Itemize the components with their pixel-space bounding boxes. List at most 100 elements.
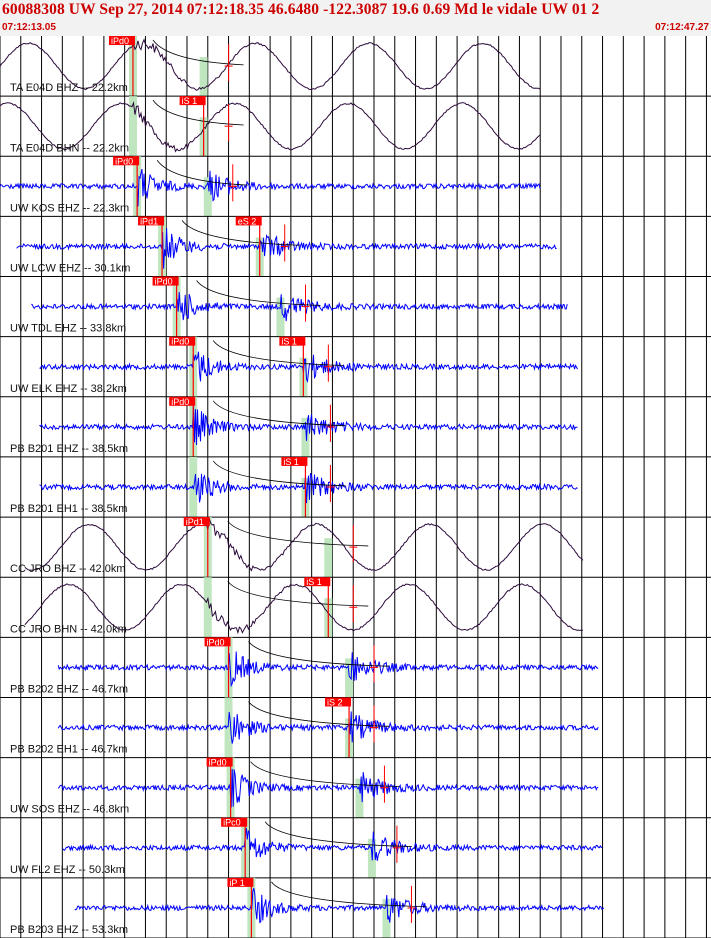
trace-panel: iS 1 CC JRO BHN -- 42.0km <box>0 577 711 638</box>
trace-label: UW FL2 EHZ -- 50.3km <box>10 864 125 876</box>
trace-label: UW ELK EHZ -- 38.2km <box>10 383 127 395</box>
trace-panel: iPd0 iS 1 UW ELK EHZ -- 38.2km <box>0 336 711 398</box>
s-pick-flag <box>325 697 352 707</box>
s-pick-window <box>203 177 212 217</box>
waveform-trace <box>24 583 583 635</box>
p-pick-label: iPd1 <box>140 216 158 226</box>
s-pick-window <box>355 778 364 818</box>
trace-label: TA E04D BHZ -- 22.2km <box>10 82 128 94</box>
trace-panel: iS 2 PB B202 EH1 -- 46.7km <box>0 697 711 759</box>
waveform-trace <box>0 101 541 153</box>
p-pick-flag <box>204 637 231 647</box>
s-pick-flag <box>281 456 308 466</box>
p-pick-flag <box>138 216 165 226</box>
p-pick-flag <box>113 156 140 166</box>
p-pick-label: iP 1 <box>229 878 244 888</box>
predicted-curve <box>212 460 346 487</box>
s-pick-window <box>199 57 208 97</box>
waveform-trace <box>61 828 603 861</box>
predicted-curve <box>212 340 344 366</box>
trace-panel: iPd0 UW TDL EHZ -- 33.8km <box>0 276 711 338</box>
trace-label: PB B201 EHZ -- 38.5km <box>10 443 128 455</box>
seismogram-panel[interactable]: iPd0 TA E04D BHZ -- 22.2km iS 1 TA E04D BHN… <box>0 36 711 938</box>
p-pick-label: iPd0 <box>155 277 173 287</box>
p-pick-flag <box>169 336 196 346</box>
trace-panel: iPd0 PB B201 EHZ -- 38.5km <box>0 396 711 458</box>
waveform-trace <box>57 768 599 808</box>
s-pick-window <box>324 538 333 578</box>
waveform-trace <box>57 711 599 744</box>
trace-label: PB B201 EH1 -- 38.5km <box>10 503 127 515</box>
s-pick-label: iS 2 <box>327 697 343 707</box>
p-pick-label: iPd0 <box>171 337 189 347</box>
p-pick-label: iPd1 <box>186 517 204 527</box>
p-pick-window <box>203 577 212 638</box>
s-pick-flag <box>279 336 306 346</box>
trace-panel: iPd0 TA E04D BHZ -- 22.2km <box>0 36 711 97</box>
s-pick-label: iS 1 <box>283 457 299 467</box>
waveform-trace <box>39 404 578 446</box>
p-pick-flag <box>221 817 248 827</box>
trace-panel: iPd1 eS 2 UW LCW EHZ -- 30.1km <box>0 216 711 278</box>
s-pick-flag <box>179 96 206 106</box>
s-pick-label: iS 1 <box>182 96 198 106</box>
predicted-curve <box>250 761 400 787</box>
s-pick-window <box>276 297 285 337</box>
predicted-curve <box>248 701 390 727</box>
predicted-curve <box>181 220 300 246</box>
s-pick-flag <box>304 577 331 587</box>
trace-label: UW LCW EHZ -- 30.1km <box>10 263 130 275</box>
predicted-curve <box>196 280 321 306</box>
trace-label: PB B202 EHZ -- 46.7km <box>10 683 128 695</box>
event-title: 60088308 UW Sep 27, 2014 07:12:18.35 46.… <box>2 1 600 18</box>
p-pick-window <box>128 96 137 157</box>
trace-label: PB B203 EHZ -- 53.3km <box>10 924 128 936</box>
p-pick-flag <box>227 877 254 887</box>
event-header: 60088308 UW Sep 27, 2014 07:12:18.35 46.… <box>0 0 711 36</box>
p-pick-label: iPc0 <box>223 818 241 828</box>
predicted-curve <box>212 400 346 427</box>
s-pick-label: eS 2 <box>238 216 257 226</box>
waveform-trace <box>31 292 568 322</box>
s-pick-label: iS 1 <box>281 337 297 347</box>
waveform-trace <box>39 351 578 383</box>
predicted-curve <box>227 580 369 607</box>
predicted-curve <box>264 821 412 847</box>
p-pick-flag <box>183 517 210 527</box>
waveform-trace <box>57 651 599 688</box>
waveform-trace <box>39 472 578 504</box>
predicted-curve <box>271 881 427 908</box>
trace-label: PB B202 EH1 -- 46.7km <box>10 744 127 756</box>
predicted-curve <box>248 641 390 667</box>
p-pick-label: iPd0 <box>207 637 225 647</box>
s-pick-window <box>345 658 354 698</box>
p-pick-label: iPd0 <box>111 36 129 46</box>
p-pick-flag <box>108 36 135 45</box>
waveform-trace <box>74 888 605 924</box>
trace-panel: iP 1 PB B203 EHZ -- 53.3km <box>0 877 711 938</box>
trace-label: CC JRO BHZ -- 42.0km <box>10 563 126 575</box>
start-time-label: 07:12:13.05 <box>2 22 56 33</box>
p-pick-flag <box>169 396 196 406</box>
p-pick-label: iPd0 <box>115 156 133 166</box>
predicted-curve <box>227 520 369 547</box>
s-pick-flag <box>235 216 262 226</box>
trace-label: TA E04D BHN -- 22.2km <box>10 142 129 154</box>
trace-panel: iS 1 PB B201 EH1 -- 38.5km <box>0 456 711 518</box>
trace-label: CC JRO BHN -- 42.0km <box>10 623 127 635</box>
s-pick-label: iS 1 <box>306 577 322 587</box>
trace-label: UW TDL EHZ -- 33.8km <box>10 323 126 335</box>
p-pick-flag <box>152 276 179 286</box>
trace-label: UW KOS EHZ -- 22.3km <box>10 202 129 214</box>
trace-panel: iPd0 UW KOS EHZ -- 22.3km <box>0 156 711 217</box>
trace-panel: iPd0 UW SOS EHZ -- 46.8km <box>0 757 711 819</box>
waveform-trace <box>0 168 541 207</box>
p-pick-label: iPd0 <box>209 758 227 768</box>
trace-panel: iPc0 UW FL2 EHZ -- 50.3km <box>0 817 711 879</box>
p-pick-label: iPd0 <box>171 397 189 407</box>
s-pick-window <box>382 898 391 938</box>
s-pick-window <box>301 417 310 457</box>
p-pick-flag <box>206 757 233 767</box>
trace-panel: iPd1 CC JRO BHZ -- 42.0km <box>0 517 711 578</box>
end-time-label: 07:12:47.27 <box>655 22 709 33</box>
